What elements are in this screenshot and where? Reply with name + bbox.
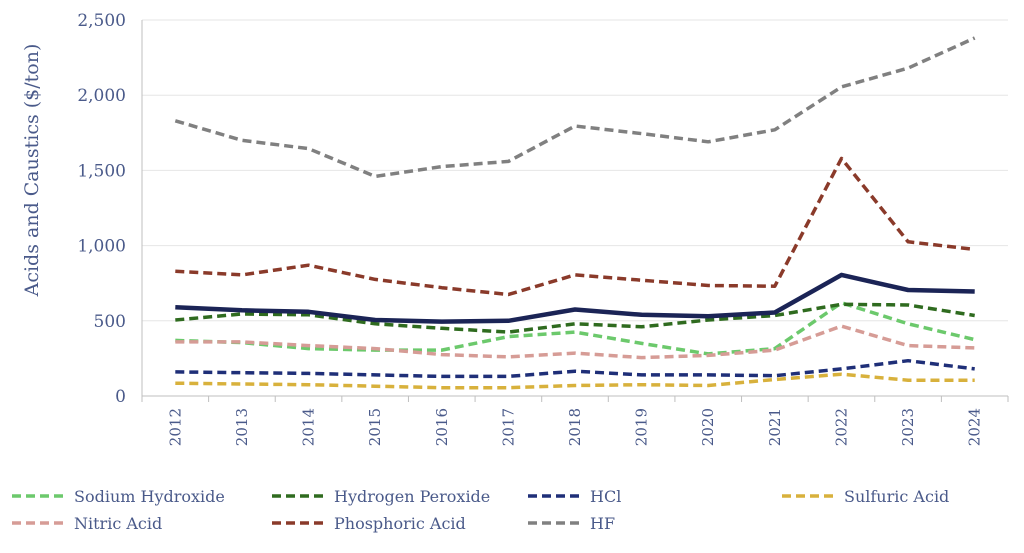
x-tick-label: 2015 (366, 408, 384, 446)
x-tick-label: 2022 (832, 408, 850, 446)
series-line-hydrogen-peroxide (175, 302, 975, 334)
x-tick-label: 2020 (699, 408, 717, 446)
y-tick-label: 1,000 (77, 237, 126, 257)
x-tick-label: 2018 (566, 408, 584, 446)
y-tick-label: 500 (94, 312, 126, 332)
series-line-sulfuric-acid (175, 372, 975, 390)
legend-label: Hydrogen Peroxide (334, 487, 490, 506)
x-tick-label: 2014 (300, 408, 318, 446)
x-tick-label: 2019 (633, 408, 651, 446)
series-line-nitric-acid (175, 324, 975, 360)
x-tick-label: 2023 (899, 408, 917, 446)
legend-label: Phosphoric Acid (334, 514, 466, 533)
legend-label: Nitric Acid (74, 514, 162, 533)
x-tick-label: 2021 (766, 408, 784, 446)
series-line-total (175, 272, 975, 324)
series-lines (174, 36, 976, 390)
series-line-sodium-hydroxide (175, 301, 976, 356)
x-tick-label: 2024 (966, 408, 984, 446)
x-tick-label: 2012 (166, 408, 184, 446)
gridlines (142, 19, 1008, 322)
axes: 0 500 1,000 1,500 2,000 2,500 2012 2013 2014 2015… (77, 11, 1009, 446)
y-tick-label: 1,500 (77, 161, 126, 181)
y-tick-label: 0 (115, 387, 126, 407)
legend-label: HF (590, 514, 615, 533)
x-tick-label: 2016 (433, 408, 451, 446)
y-axis-label: Acids and Caustics ($/ton) (21, 44, 43, 298)
legend-label: Sulfuric Acid (844, 487, 949, 506)
y-tick-label: 2,500 (77, 11, 126, 31)
y-tick-label: 2,000 (77, 86, 126, 106)
legend-label: HCl (590, 487, 621, 506)
legend-label: Sodium Hydroxide (74, 487, 225, 506)
legend: Sodium Hydroxide Hydrogen Peroxide HCl Sulf… (12, 487, 949, 533)
series-line-phosphoric-acid (175, 156, 975, 297)
x-tick-label: 2013 (233, 408, 251, 446)
series-line-hcl (175, 358, 975, 379)
x-tick-label: 2017 (499, 408, 517, 446)
series-line-hf (174, 36, 976, 179)
